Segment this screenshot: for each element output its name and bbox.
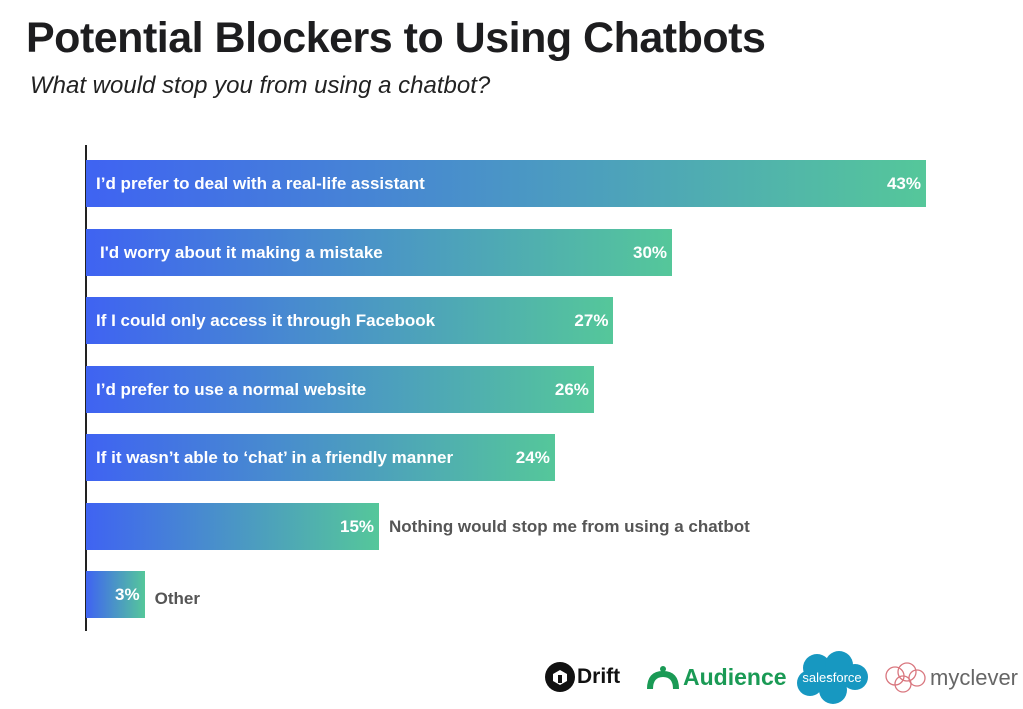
myclever-logo: myclever [883, 662, 1018, 694]
bar [86, 228, 673, 276]
myclever-logo-text: myclever [930, 665, 1019, 690]
value-label: 24% [515, 448, 550, 467]
category-label: I'd worry about it making a mistake [100, 242, 383, 262]
drift-icon [545, 662, 575, 692]
value-label: 15% [339, 516, 375, 536]
salesforce-cloud-icon [797, 651, 868, 704]
y-axis-line [85, 145, 87, 631]
value-label: 26% [554, 379, 589, 399]
bar [86, 502, 380, 550]
audience-logo-text: Audience [683, 664, 787, 690]
category-label: If it wasn’t able to ‘chat’ in a friendl… [96, 448, 454, 467]
bar [86, 160, 926, 207]
bar [86, 297, 614, 344]
category-label: I’d prefer to use a normal website [96, 379, 367, 399]
salesforce-logo-text: salesforce [802, 670, 862, 685]
bar [86, 365, 594, 413]
value-label: 3% [115, 585, 140, 604]
value-label: 43% [886, 174, 921, 193]
audience-logo: Audience [643, 664, 787, 691]
drift-logo: Drift [545, 662, 620, 692]
bar [86, 434, 555, 481]
value-label: 30% [633, 242, 668, 262]
value-label: 27% [574, 311, 609, 330]
chart-title: Potential Blockers to Using Chatbots [26, 14, 766, 62]
audience-icon [647, 665, 679, 689]
brain-icon [885, 662, 926, 693]
category-label: Nothing would stop me from using a chatb… [389, 516, 750, 536]
category-label: Other [154, 589, 200, 608]
sponsor-logos: Drift Audience salesforce myclever [545, 650, 1023, 705]
salesforce-logo: salesforce [795, 650, 869, 705]
category-label: If I could only access it through Facebo… [96, 311, 436, 330]
category-label: I’d prefer to deal with a real-life assi… [96, 174, 425, 193]
chart-subtitle: What would stop you from using a chatbot… [30, 72, 491, 99]
bar [86, 571, 145, 618]
drift-logo-text: Drift [577, 665, 621, 688]
